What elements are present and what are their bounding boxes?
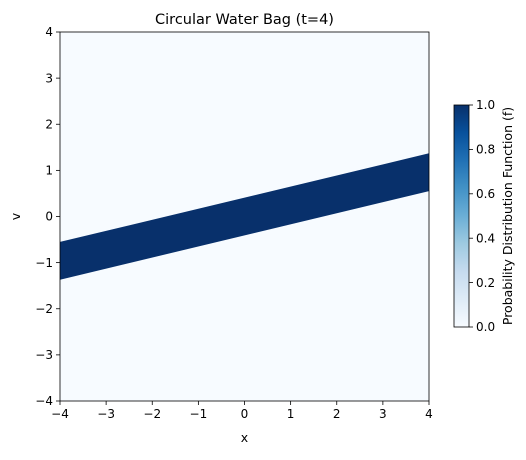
- colorbar-tick-label: 0.2: [476, 276, 495, 290]
- x-tick-label: 2: [333, 407, 341, 421]
- water-bag-band: [60, 153, 429, 280]
- y-tick-label: 2: [45, 117, 53, 131]
- colorbar: [453, 104, 470, 328]
- x-tick-label: 0: [241, 407, 249, 421]
- x-tick-label: 3: [379, 407, 387, 421]
- colorbar-tick-label: 0.0: [476, 320, 495, 334]
- x-axis-label: x: [241, 430, 248, 445]
- y-tick-label: 3: [45, 71, 53, 85]
- y-axis-label: v: [8, 212, 23, 220]
- y-tick-label: 0: [45, 210, 53, 224]
- y-tick-label: 4: [45, 25, 53, 39]
- colorbar-tick-label: 0.8: [476, 143, 495, 157]
- x-tick-label: −3: [97, 407, 115, 421]
- x-tick-label: −1: [190, 407, 208, 421]
- y-tick-label: −2: [35, 302, 53, 316]
- x-tick-label: −4: [51, 407, 69, 421]
- x-tick-label: −2: [143, 407, 161, 421]
- colorbar-tick-label: 0.6: [476, 187, 495, 201]
- x-tick-label: 1: [287, 407, 295, 421]
- y-tick-label: −1: [35, 256, 53, 270]
- y-tick-label: 1: [45, 164, 53, 178]
- y-tick-label: −3: [35, 348, 53, 362]
- colorbar-label: Probability Distribution Function (f): [500, 107, 515, 325]
- y-tick-label: −4: [35, 394, 53, 408]
- x-tick-label: 4: [425, 407, 433, 421]
- chart-title: Circular Water Bag (t=4): [155, 12, 334, 28]
- colorbar-tick-label: 0.4: [476, 231, 495, 245]
- colorbar-tick-label: 1.0: [476, 98, 495, 112]
